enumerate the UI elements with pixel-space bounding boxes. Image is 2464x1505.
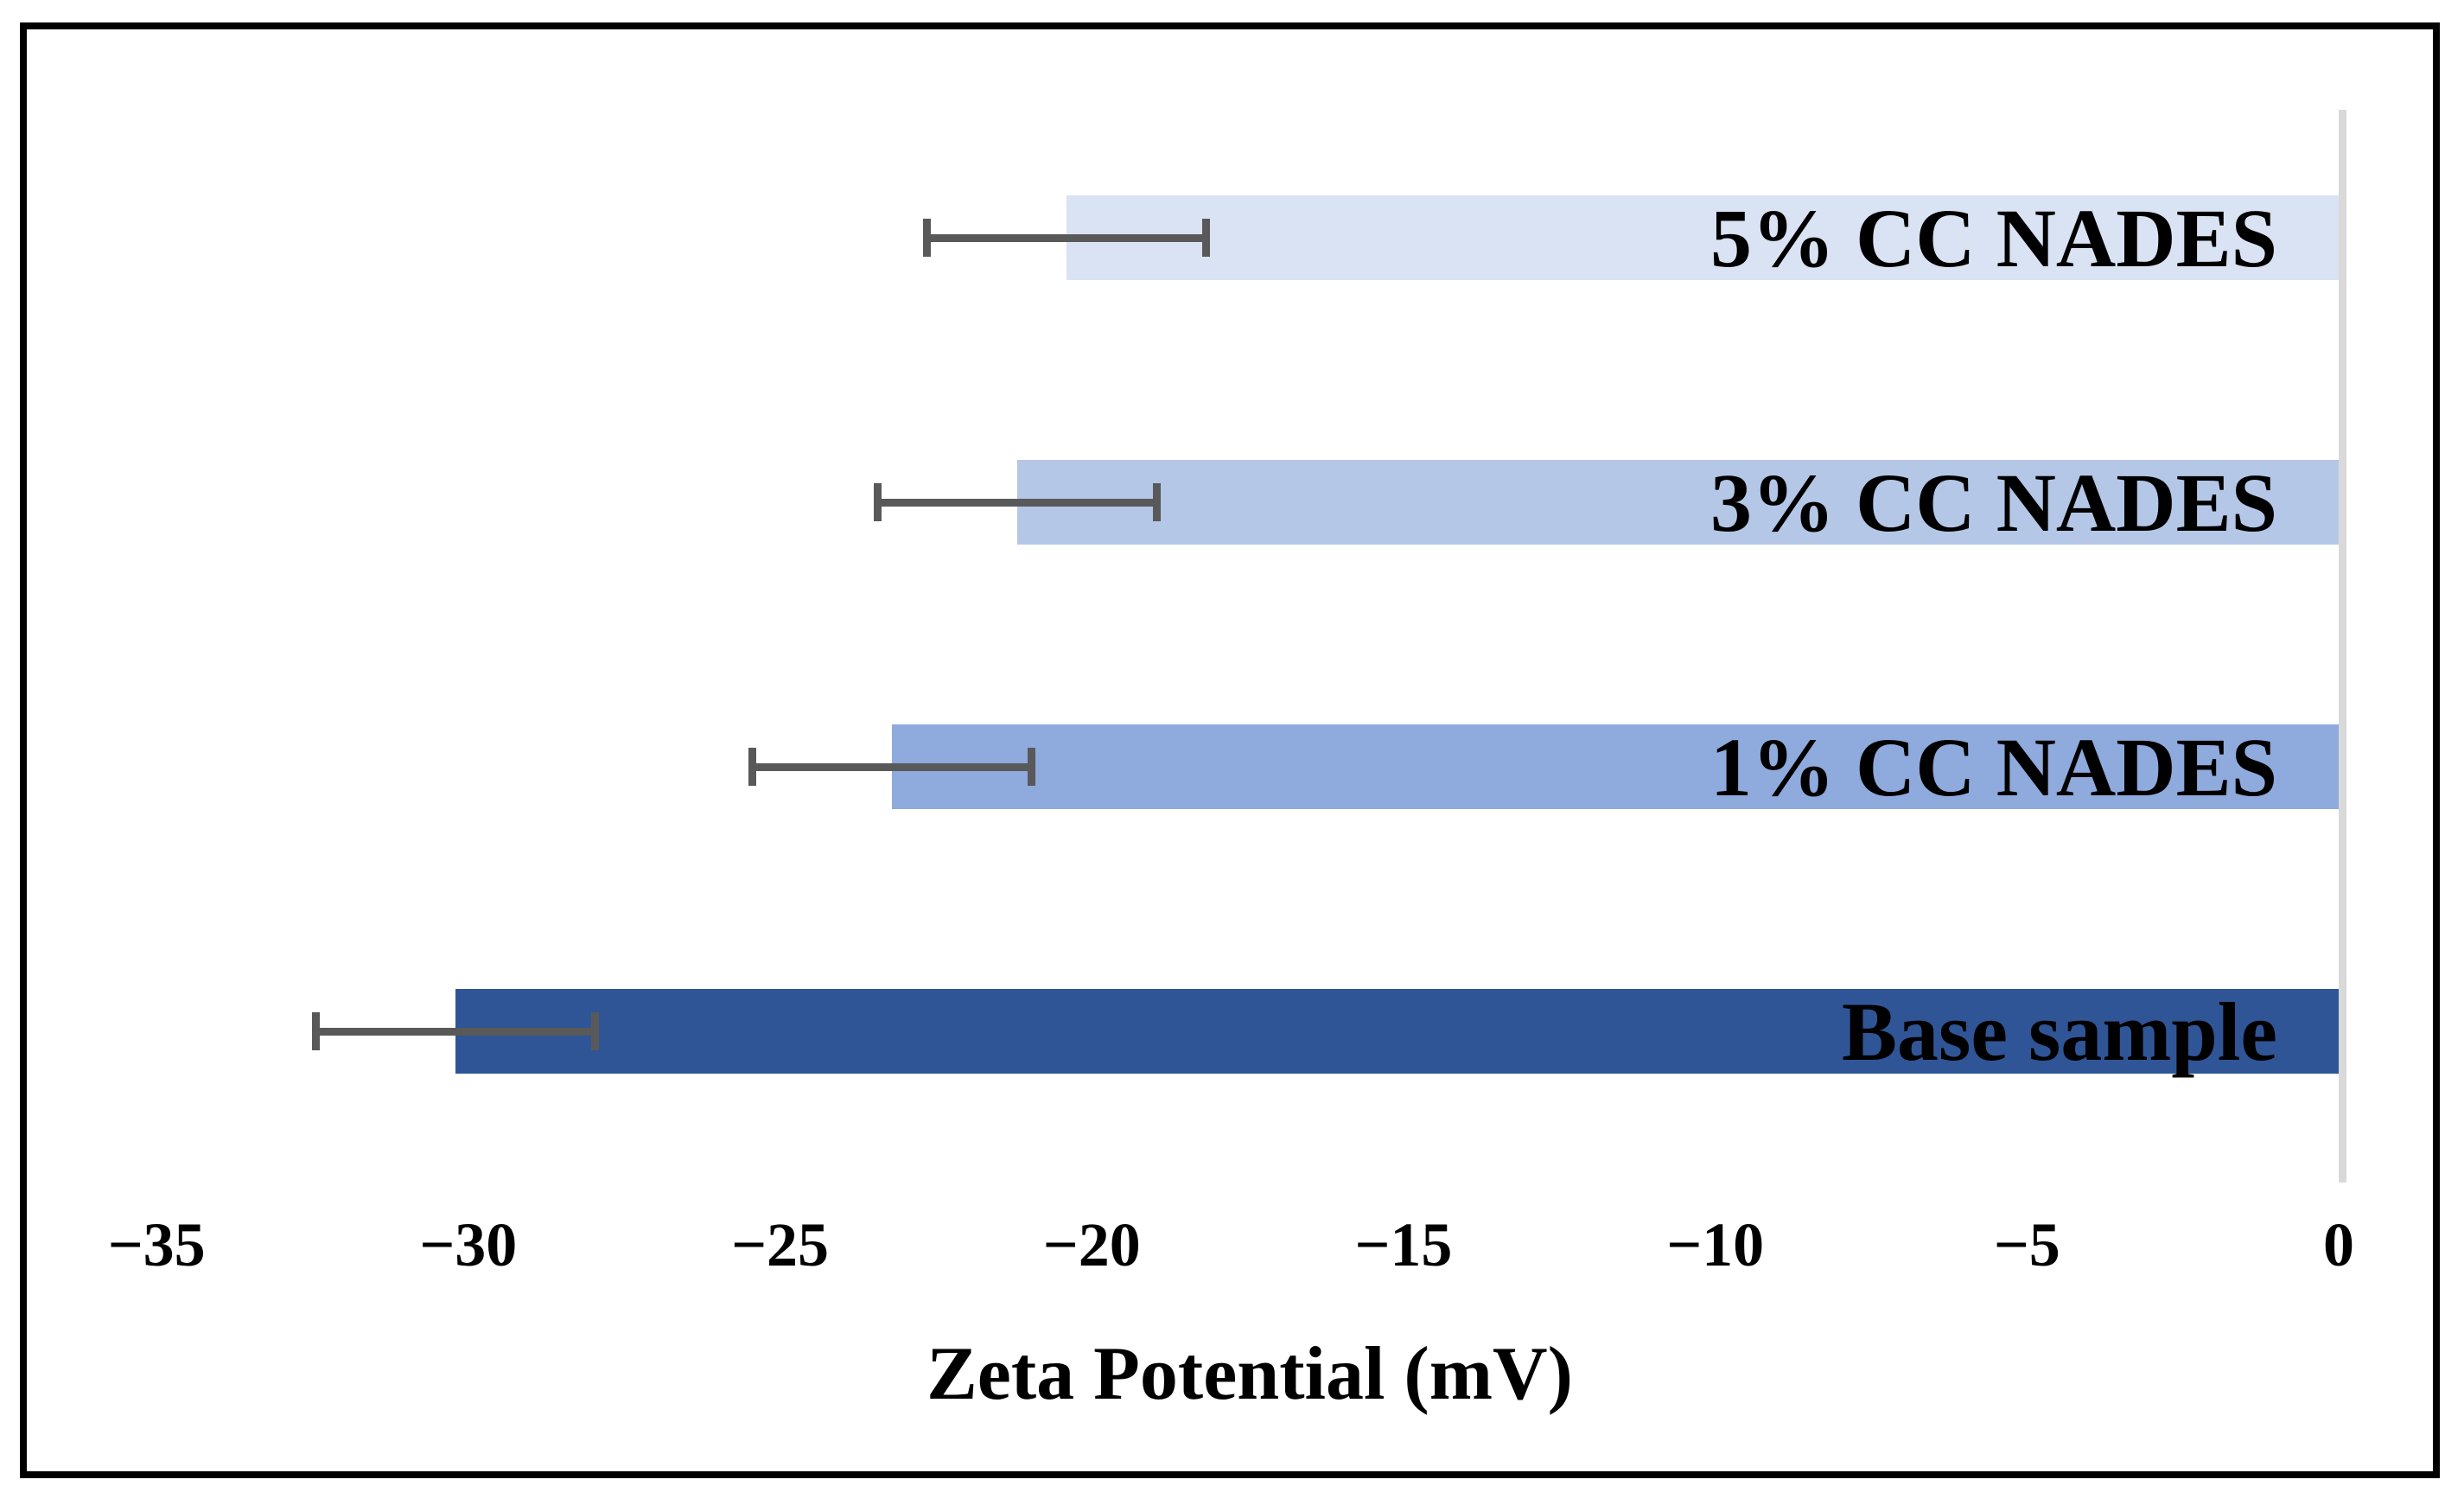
- bar-3pct-cc-nades: [1016, 460, 2339, 545]
- x-axis-title: Zeta Potential (mV): [926, 1332, 1573, 1416]
- bar-1pct-cc-nades: [892, 724, 2339, 809]
- x-tick-neg-35: −35: [107, 1210, 206, 1279]
- bar-label-1pct-cc-nades: 1% CC NADES: [1710, 720, 2277, 813]
- x-tick-neg-10: −10: [1666, 1210, 1765, 1279]
- x-tick-neg-25: −25: [730, 1210, 830, 1279]
- x-tick-0: 0: [2323, 1210, 2354, 1279]
- error-bar-line: [748, 762, 1036, 771]
- chart-frame: [20, 22, 2440, 1478]
- error-bar-line: [873, 498, 1161, 507]
- error-bar-cap-right: [1202, 219, 1211, 257]
- zero-axis-line: [2339, 110, 2346, 1183]
- error-bar-cap-left: [748, 748, 757, 786]
- bar-label-3pct-cc-nades: 3% CC NADES: [1710, 456, 2277, 549]
- x-tick-neg-30: −30: [419, 1210, 518, 1279]
- bar-5pct-cc-nades: [1066, 195, 2339, 280]
- error-bar-cap-left: [873, 483, 882, 521]
- error-bar-cap-right: [591, 1012, 600, 1050]
- error-bar-cap-right: [1152, 483, 1161, 521]
- bar-label-5pct-cc-nades: 5% CC NADES: [1710, 191, 2277, 284]
- x-tick-neg-5: −5: [1993, 1210, 2060, 1279]
- bar-label-base-sample: Base sample: [1842, 985, 2277, 1078]
- error-bar-line: [923, 233, 1211, 242]
- error-bar-cap-left: [923, 219, 932, 257]
- error-bar-cap-right: [1028, 748, 1036, 786]
- x-tick-neg-20: −20: [1042, 1210, 1141, 1279]
- error-bar-line: [312, 1027, 600, 1036]
- error-bar-cap-left: [312, 1012, 321, 1050]
- x-tick-neg-15: −15: [1354, 1210, 1453, 1279]
- bar-base-sample: [455, 989, 2339, 1074]
